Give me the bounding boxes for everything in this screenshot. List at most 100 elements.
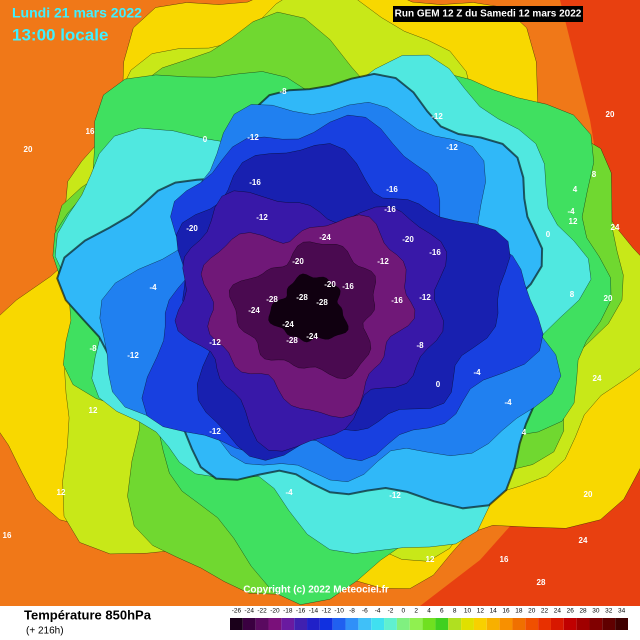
contour-label: 0 [203,135,208,144]
contour-label: -8 [416,341,424,350]
colorbar-cell [512,618,526,630]
contour-label: -24 [248,306,260,315]
colorbar-cell [576,618,590,630]
colorbar-label: 32 [605,608,613,615]
colorbar-label: -8 [349,608,355,615]
colorbar-label: -12 [322,608,332,615]
contour-label: 16 [500,555,509,564]
contour-label: -28 [266,295,278,304]
contour-label: -12 [446,143,458,152]
colorbar-cell [448,618,462,630]
colorbar-label: -24 [245,608,255,615]
colorbar-cell [345,618,359,630]
contour-label: -20 [292,257,304,266]
contour-label: 20 [604,294,613,303]
contour-label: -20 [324,280,336,289]
contour-label: 24 [593,374,602,383]
colorbar-cell [422,618,436,630]
contour-label: -20 [402,235,414,244]
contour-label: -24 [306,332,318,341]
colorbar-cell [525,618,539,630]
contour-label: -16 [429,248,441,257]
colorbar-label: 14 [490,608,498,615]
contour-label: -4 [285,488,293,497]
contour-label: 28 [537,578,546,587]
copyright: Copyright (c) 2022 Meteociel.fr [243,585,389,596]
contour-label: -16 [391,296,403,305]
colorbar-label: -4 [375,608,381,615]
footer-lead: (+ 216h) [26,626,64,637]
date: Lundi 21 mars 2022 [12,5,142,21]
contour-label: 8 [570,290,575,299]
contour-label: -16 [386,185,398,194]
run-box [393,6,583,22]
colorbar-label: 20 [528,608,536,615]
contour-label: -4 [567,207,575,216]
colorbar-label: 2 [414,608,418,615]
contour-label: -28 [316,298,328,307]
contour-label: 12 [426,555,435,564]
colorbar-label: -2 [388,608,394,615]
contour-label: 20 [606,110,615,119]
colorbar-cell [563,618,577,630]
time: 13:00 locale [12,25,108,44]
contour-label: -16 [384,205,396,214]
colorbar-label: 0 [402,608,406,615]
colorbar-cell [538,618,551,630]
contour-label: 12 [89,406,98,415]
colorbar-cell [486,618,500,630]
contour-label: -4 [149,283,157,292]
contour-label: 8 [592,170,597,179]
colorbar-label: 24 [554,608,562,615]
colorbar-cell [358,618,372,630]
contour-label: 12 [57,488,66,497]
colorbar-cell [589,618,603,630]
contour-label: -12 [377,257,389,266]
colorbar-cell [435,618,449,630]
contour-label: 20 [24,145,33,154]
contour-label: -24 [319,233,331,242]
contour-label: -4 [473,368,481,377]
contour-label: -8 [89,344,97,353]
contour-label: -16 [249,178,261,187]
contour-label: -8 [279,87,287,96]
colorbar-label: 4 [427,608,431,615]
contour-label: -12 [389,491,401,500]
colorbar-label: -18 [283,608,293,615]
contour-label: -12 [209,427,221,436]
footer-title: Température 850hPa [24,607,152,622]
colorbar-label: 26 [567,608,575,615]
colorbar-label: -10 [334,608,344,615]
colorbar-cell [615,618,628,630]
contour-label: -12 [209,338,221,347]
colorbar-cell [307,618,320,630]
colorbar-cell [230,618,243,630]
colorbar-cell [396,618,410,630]
colorbar-cell [409,618,423,630]
colorbar-label: 8 [453,608,457,615]
colorbar-cell [332,618,346,630]
contour-label: 24 [579,536,588,545]
colorbar-label: -26 [232,608,242,615]
colorbar-cell [602,618,616,630]
colorbar-label: -22 [257,608,267,615]
contour-label: -12 [419,293,431,302]
colorbar-cell [384,618,397,630]
colorbar-cell [294,618,308,630]
contour-label: 16 [86,127,95,136]
colorbar-label: 10 [464,608,472,615]
contour-label: -12 [247,133,259,142]
contour-label: -12 [127,351,139,360]
contour-label: 0 [546,230,551,239]
colorbar-label: 6 [440,608,444,615]
colorbar-label: 34 [618,608,626,615]
colorbar-cell [268,618,282,630]
colorbar-cell [499,618,513,630]
colorbar-cell [473,618,487,630]
colorbar-label: 22 [541,608,549,615]
contour-label: 4 [522,428,527,437]
colorbar-label: -14 [309,608,319,615]
contour-label: -20 [186,224,198,233]
contour-label: 0 [436,380,441,389]
